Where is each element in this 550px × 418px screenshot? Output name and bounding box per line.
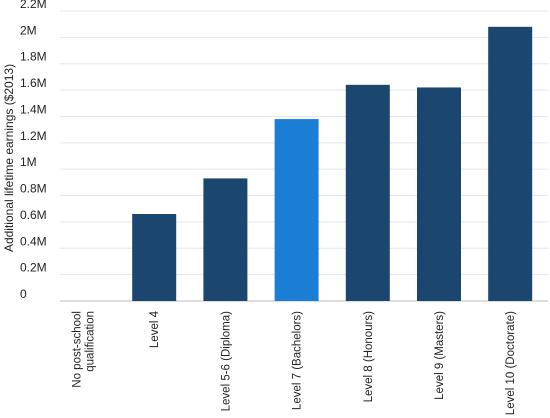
y-tick-label: 1.8M [20, 50, 47, 64]
bar [488, 26, 533, 302]
x-category-label-line: Level 10 (Doctorate) [505, 311, 517, 415]
x-category-label-line: qualification [85, 311, 97, 372]
x-category-label: Level 7 (Bachelors) [292, 311, 304, 410]
bar [417, 87, 461, 301]
bar [345, 84, 390, 302]
y-tick-label: 1M [20, 155, 37, 169]
x-category-label-line: Level 9 (Masters) [434, 311, 446, 400]
bars [132, 26, 533, 302]
bar [274, 119, 319, 301]
x-category-label: Level 8 (Honours) [363, 311, 375, 403]
x-category-label-line: Level 7 (Bachelors) [292, 311, 304, 410]
bar [132, 214, 177, 301]
y-tick-label: 1.2M [20, 129, 47, 143]
y-tick-label: 0.4M [20, 234, 47, 248]
x-category-label: No post-schoolqualification [72, 311, 97, 388]
y-tick-label: 2M [20, 23, 37, 37]
y-tick-label: 0 [20, 287, 27, 301]
x-category-label: Level 4 [149, 310, 161, 348]
x-category-label-line: No post-school [72, 311, 84, 388]
y-tick-label: 0.8M [20, 182, 47, 196]
x-category-label: Level 5-6 (Diploma) [220, 311, 232, 412]
x-category-label-line: Level 4 [149, 310, 161, 348]
y-tick-label: 2.2M [20, 0, 47, 11]
x-category-label: Level 9 (Masters) [434, 311, 446, 400]
y-tick-label: 0.6M [20, 208, 47, 222]
x-axis-categories: No post-schoolqualification Level 4 Level … [72, 310, 518, 415]
y-tick-label: 1.4M [20, 102, 47, 116]
x-category-label-line: Level 5-6 (Diploma) [220, 311, 232, 412]
y-tick-label: 0.2M [20, 261, 47, 275]
x-category-label-line: Level 8 (Honours) [363, 311, 375, 403]
y-axis-ticks: 0 0.2M 0.4M 0.6M 0.8M 1M 1.2M 1.4M 1.6M 1.8M 2M 2.2… [20, 0, 47, 301]
bar [203, 178, 248, 301]
x-category-label: Level 10 (Doctorate) [505, 311, 517, 415]
y-axis-title: Additional lifetime earnings ($2013) [2, 64, 16, 252]
y-tick-label: 1.6M [20, 76, 47, 90]
